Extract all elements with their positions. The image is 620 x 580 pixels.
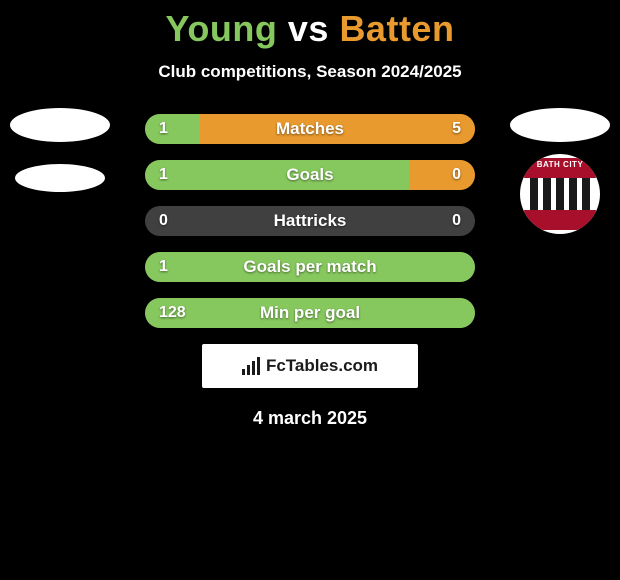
stat-label: Min per goal [145, 298, 475, 328]
crest-bottom-band [524, 210, 596, 230]
right-crest-area: BATH CITY [510, 108, 610, 234]
ellipse-shape [10, 108, 110, 142]
source-logo: FcTables.com [202, 344, 418, 388]
stat-label: Hattricks [145, 206, 475, 236]
stat-rows: 15Matches 10Goals 00Hattricks 1Goals per ma… [145, 114, 475, 328]
stat-row: 00Hattricks [145, 206, 475, 236]
stat-row: 15Matches [145, 114, 475, 144]
title-right: Batten [339, 8, 454, 49]
comparison-content: BATH CITY 15Matches 10Goals 00Hattricks 1Go… [0, 114, 620, 429]
stat-row: 10Goals [145, 160, 475, 190]
barchart-icon [242, 357, 260, 375]
comparison-title: Young vs Batten [0, 0, 620, 50]
stat-label: Goals per match [145, 252, 475, 282]
source-logo-text: FcTables.com [266, 356, 378, 376]
club-crest: BATH CITY [520, 154, 600, 234]
crest-stripes [530, 178, 590, 210]
crest-text: BATH CITY [520, 160, 600, 169]
title-vs: vs [288, 8, 329, 49]
subtitle: Club competitions, Season 2024/2025 [0, 62, 620, 82]
ellipse-shape [15, 164, 105, 192]
ellipse-shape [510, 108, 610, 142]
date-label: 4 march 2025 [0, 408, 620, 429]
title-left: Young [166, 8, 278, 49]
stat-row: 1Goals per match [145, 252, 475, 282]
stat-label: Matches [145, 114, 475, 144]
stat-label: Goals [145, 160, 475, 190]
left-crest-placeholder [10, 108, 110, 192]
stat-row: 128Min per goal [145, 298, 475, 328]
